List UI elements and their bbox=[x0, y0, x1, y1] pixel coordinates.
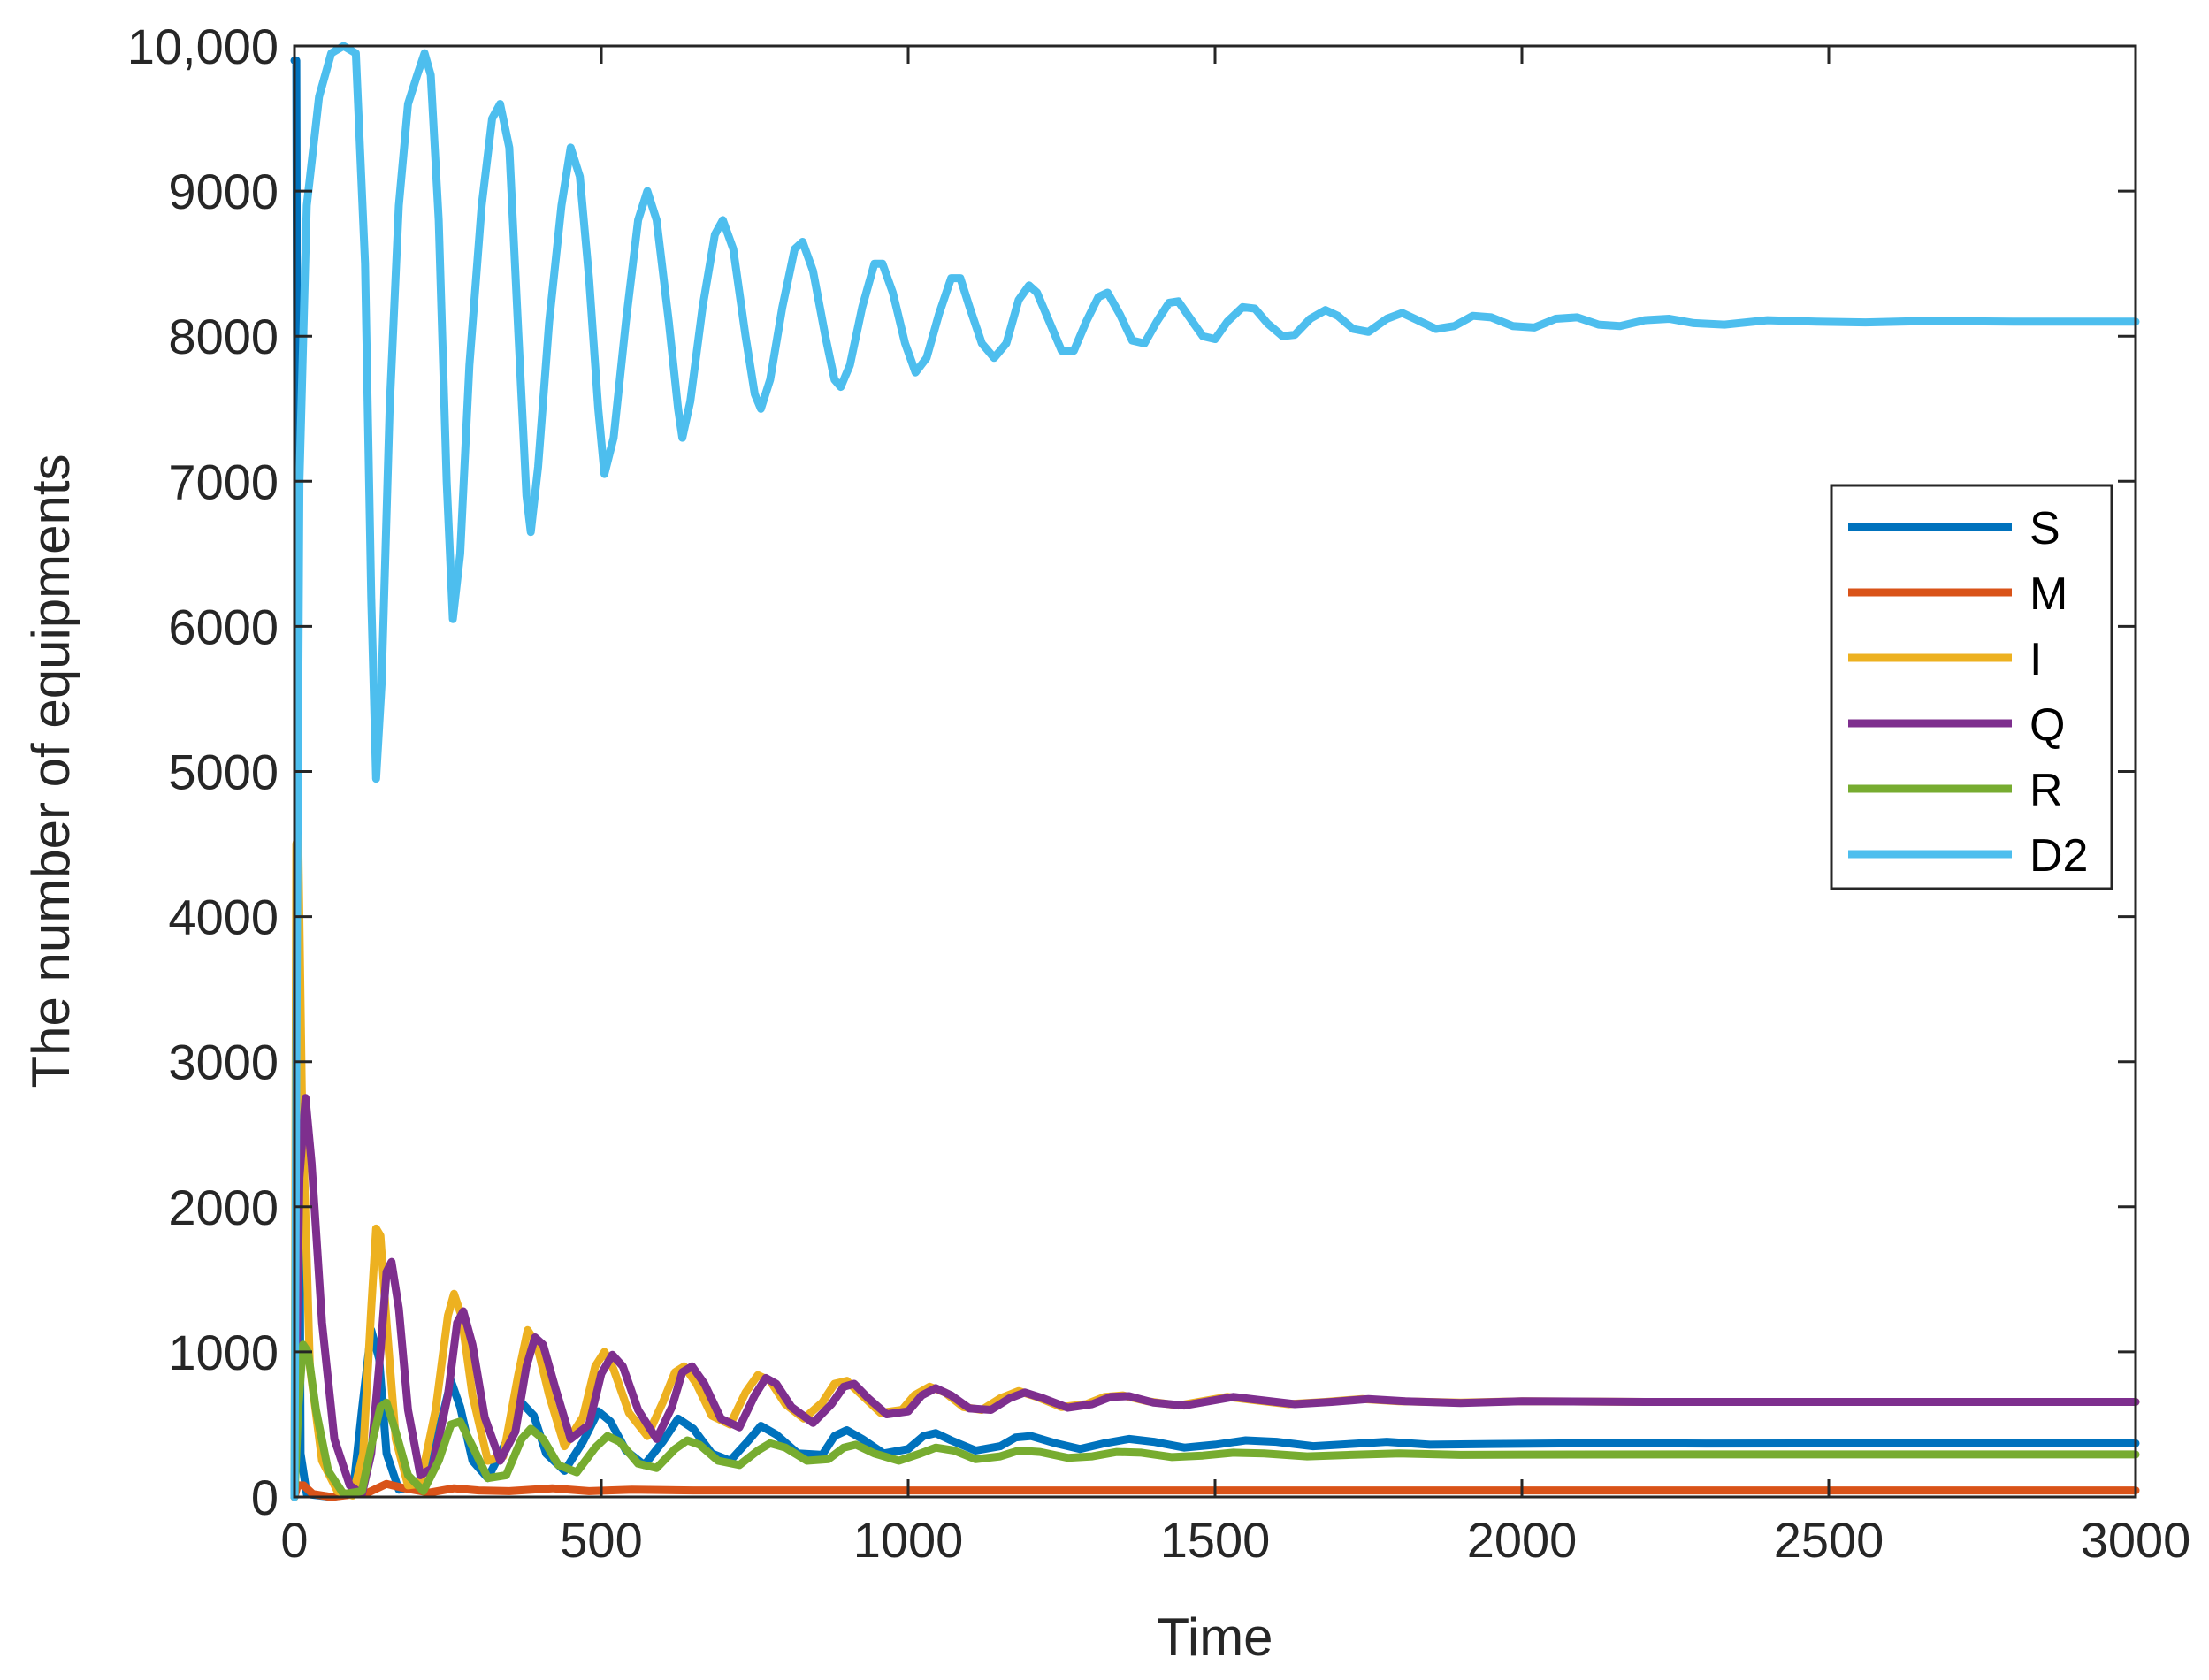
legend-label-i: I bbox=[2029, 634, 2042, 685]
legend-label-d2: D2 bbox=[2029, 830, 2088, 882]
y-tick-label: 5000 bbox=[168, 745, 279, 800]
series-layer bbox=[290, 42, 2140, 1501]
x-tick-label: 2000 bbox=[1467, 1512, 1578, 1568]
y-tick-label: 7000 bbox=[168, 454, 279, 509]
y-axis-label: The number of equipments bbox=[21, 454, 80, 1088]
series-line-d2 bbox=[290, 42, 2140, 1501]
x-tick-label: 1500 bbox=[1160, 1512, 1271, 1568]
legend-label-q: Q bbox=[2029, 699, 2065, 751]
series-line-r bbox=[290, 1340, 2140, 1501]
y-tick-label: 6000 bbox=[168, 599, 279, 654]
x-tick-label: 0 bbox=[280, 1512, 308, 1568]
x-tick-label: 2500 bbox=[1774, 1512, 1884, 1568]
x-tick-label: 3000 bbox=[2081, 1512, 2191, 1568]
y-tick-label: 4000 bbox=[168, 890, 279, 945]
y-tick-label: 10,000 bbox=[127, 19, 279, 74]
y-tick-label: 3000 bbox=[168, 1035, 279, 1090]
y-tick-label: 2000 bbox=[168, 1180, 279, 1235]
series-line-q bbox=[290, 1094, 2140, 1501]
x-tick-label: 500 bbox=[560, 1512, 642, 1568]
y-tick-label: 8000 bbox=[168, 309, 279, 364]
y-tick-label: 9000 bbox=[168, 164, 279, 219]
legend-label-r: R bbox=[2029, 765, 2063, 816]
y-tick-label: 0 bbox=[251, 1470, 279, 1525]
legend-label-s: S bbox=[2029, 503, 2060, 554]
y-tick-label: 1000 bbox=[168, 1325, 279, 1380]
legend-box bbox=[1830, 484, 2113, 890]
series-line-m bbox=[290, 1479, 2140, 1501]
legend-label-m: M bbox=[2029, 569, 2068, 620]
x-axis: 0 500 1000 1500 2000 2500 3000 bbox=[280, 46, 2190, 1568]
y-axis: 0 1000 2000 3000 4000 5000 6000 7000 8000 9000 10,… bbox=[127, 19, 2136, 1525]
x-tick-label: 1000 bbox=[853, 1512, 964, 1568]
x-axis-label: Time bbox=[1157, 1607, 1273, 1667]
